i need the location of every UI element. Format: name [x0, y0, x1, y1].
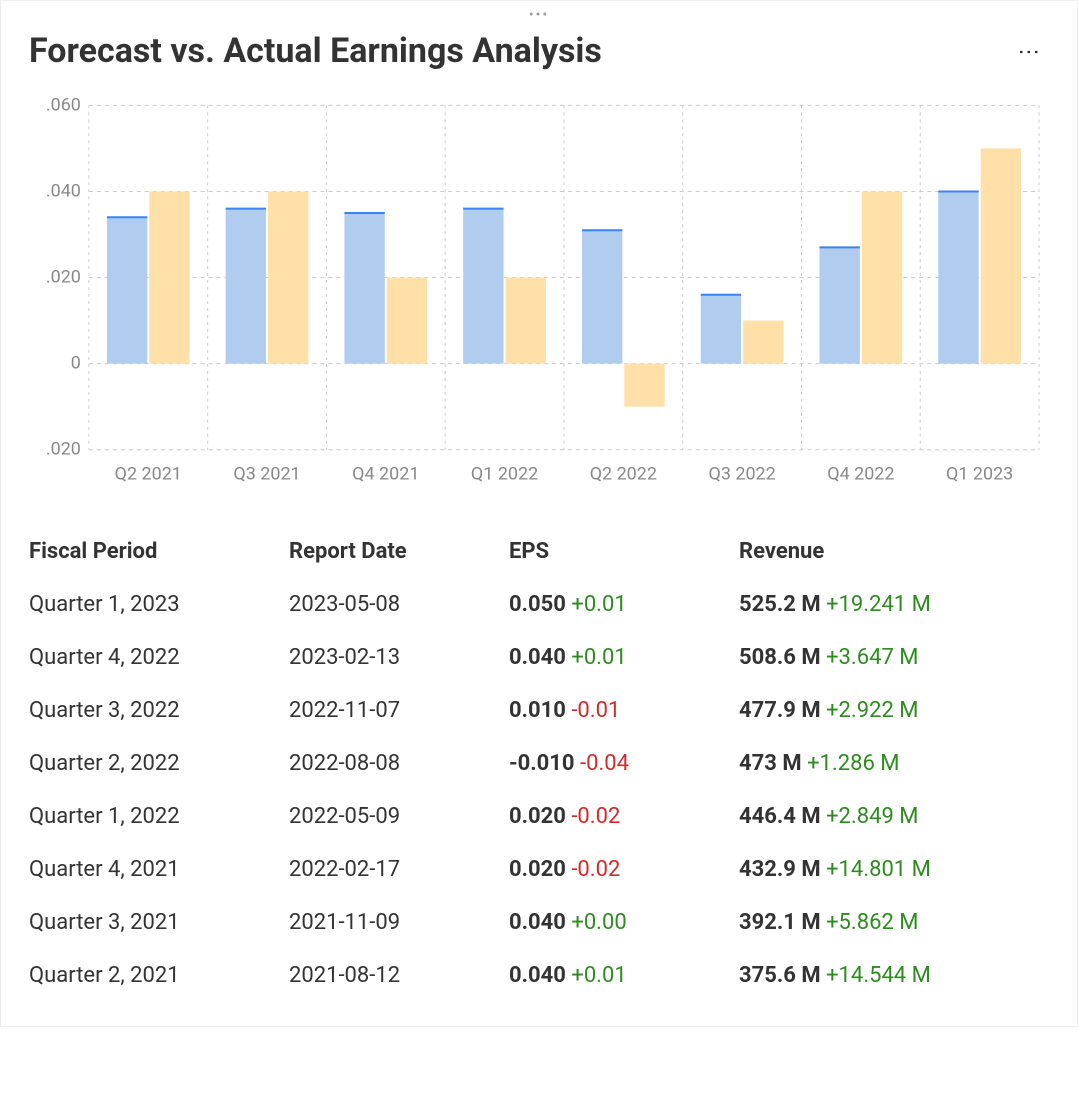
cell-eps: 0.020 -0.02: [509, 804, 739, 829]
table-row: Quarter 1, 20222022-05-090.020 -0.02446.…: [29, 790, 1049, 843]
cell-eps: 0.040 +0.00: [509, 910, 739, 935]
table-header-row: Fiscal Period Report Date EPS Revenue: [29, 525, 1049, 578]
cell-eps: 0.050 +0.01: [509, 592, 739, 617]
cell-date: 2023-02-13: [289, 645, 509, 670]
earnings-widget: ••• Forecast vs. Actual Earnings Analysi…: [0, 0, 1078, 1027]
svg-text:Q1 2022: Q1 2022: [471, 464, 538, 485]
cell-date: 2021-08-12: [289, 963, 509, 988]
svg-text:.040: .040: [46, 180, 81, 201]
drag-handle-icon[interactable]: •••: [529, 7, 549, 23]
cell-eps: -0.010 -0.04: [509, 751, 739, 776]
svg-text:Q4 2021: Q4 2021: [352, 464, 419, 485]
svg-text:Q2 2021: Q2 2021: [115, 464, 182, 485]
forecast-actual-chart: .020 0 .020 .040 .060 Q2 2021 Q3 2021 Q4 2021 Q1…: [29, 95, 1049, 495]
cell-date: 2022-02-17: [289, 857, 509, 882]
table-row: Quarter 2, 20212021-08-120.040 +0.01375.…: [29, 949, 1049, 1002]
svg-text:Q4 2022: Q4 2022: [827, 464, 894, 485]
cell-period: Quarter 3, 2021: [29, 910, 289, 935]
widget-header: Forecast vs. Actual Earnings Analysis ⋮: [29, 31, 1049, 71]
cell-revenue: 525.2 M +19.241 M: [739, 592, 1049, 617]
cell-revenue: 473 M +1.286 M: [739, 751, 1049, 776]
cell-period: Quarter 4, 2022: [29, 645, 289, 670]
svg-text:Q2 2022: Q2 2022: [590, 464, 657, 485]
more-menu-icon[interactable]: ⋮: [1008, 37, 1049, 65]
svg-text:0: 0: [71, 353, 81, 374]
earnings-table: Fiscal Period Report Date EPS Revenue Qu…: [29, 525, 1049, 1002]
cell-period: Quarter 2, 2021: [29, 963, 289, 988]
table-row: Quarter 3, 20222022-11-070.010 -0.01477.…: [29, 684, 1049, 737]
col-header-eps: EPS: [509, 539, 739, 564]
cell-revenue: 446.4 M +2.849 M: [739, 804, 1049, 829]
cell-date: 2022-08-08: [289, 751, 509, 776]
cell-eps: 0.040 +0.01: [509, 963, 739, 988]
cell-revenue: 508.6 M +3.647 M: [739, 645, 1049, 670]
table-row: Quarter 3, 20212021-11-090.040 +0.00392.…: [29, 896, 1049, 949]
cell-period: Quarter 3, 2022: [29, 698, 289, 723]
cell-revenue: 375.6 M +14.544 M: [739, 963, 1049, 988]
table-row: Quarter 4, 20222023-02-130.040 +0.01508.…: [29, 631, 1049, 684]
cell-period: Quarter 2, 2022: [29, 751, 289, 776]
cell-date: 2021-11-09: [289, 910, 509, 935]
svg-text:Q3 2022: Q3 2022: [708, 464, 775, 485]
cell-date: 2023-05-08: [289, 592, 509, 617]
svg-text:.060: .060: [46, 95, 81, 115]
cell-eps: 0.020 -0.02: [509, 857, 739, 882]
svg-text:.020: .020: [46, 439, 81, 460]
svg-text:.020: .020: [46, 267, 81, 288]
col-header-rev: Revenue: [739, 539, 1049, 564]
table-row: Quarter 2, 20222022-08-08-0.010 -0.04473…: [29, 737, 1049, 790]
cell-revenue: 477.9 M +2.922 M: [739, 698, 1049, 723]
svg-text:Q3 2021: Q3 2021: [233, 464, 300, 485]
svg-text:Q1 2023: Q1 2023: [946, 464, 1013, 485]
cell-period: Quarter 4, 2021: [29, 857, 289, 882]
table-row: Quarter 1, 20232023-05-080.050 +0.01525.…: [29, 578, 1049, 631]
cell-revenue: 432.9 M +14.801 M: [739, 857, 1049, 882]
table-row: Quarter 4, 20212022-02-170.020 -0.02432.…: [29, 843, 1049, 896]
cell-date: 2022-05-09: [289, 804, 509, 829]
cell-eps: 0.040 +0.01: [509, 645, 739, 670]
widget-title: Forecast vs. Actual Earnings Analysis: [29, 31, 602, 71]
col-header-period: Fiscal Period: [29, 539, 289, 564]
cell-date: 2022-11-07: [289, 698, 509, 723]
cell-revenue: 392.1 M +5.862 M: [739, 910, 1049, 935]
cell-period: Quarter 1, 2023: [29, 592, 289, 617]
col-header-date: Report Date: [289, 539, 509, 564]
cell-period: Quarter 1, 2022: [29, 804, 289, 829]
cell-eps: 0.010 -0.01: [509, 698, 739, 723]
